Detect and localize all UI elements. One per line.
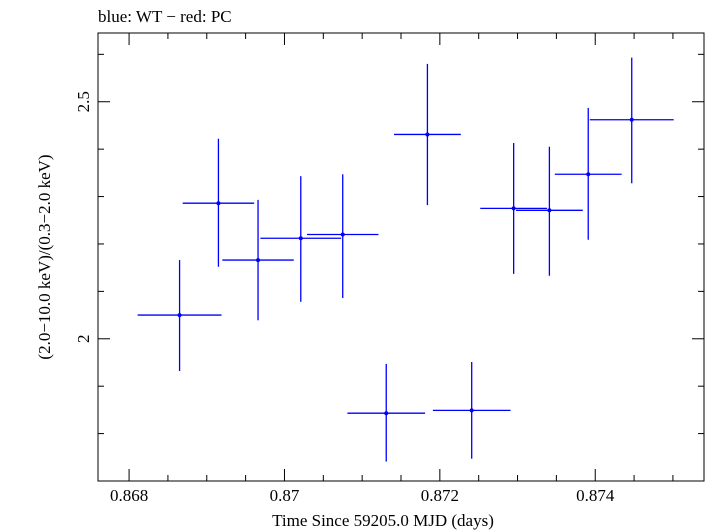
point-marker (384, 411, 389, 416)
y-tick-labels: 22.5 (74, 91, 93, 343)
y-tick-label: 2.5 (74, 91, 93, 112)
point-marker (298, 236, 303, 241)
point-marker (629, 117, 634, 122)
point-marker (586, 172, 591, 177)
data-point (222, 199, 294, 321)
data-point (137, 260, 222, 372)
data-point (589, 57, 674, 184)
data-point (260, 176, 342, 302)
x-tick-labels: 0.868 0.87 0.872 0.874 (110, 486, 615, 505)
data-point (306, 174, 379, 299)
point-marker (256, 258, 261, 263)
data-point (432, 362, 511, 459)
point-marker (547, 208, 552, 213)
point-marker (511, 206, 516, 211)
data-point (515, 146, 583, 276)
data-points (137, 57, 674, 462)
point-marker (469, 408, 474, 413)
y-tick-label: 2 (74, 335, 93, 344)
point-marker (177, 313, 182, 318)
x-tick-label: 0.874 (576, 486, 615, 505)
data-point (347, 363, 426, 462)
point-marker (216, 201, 221, 206)
y-axis-label: (2.0−10.0 keV)/(0.3−2.0 keV) (35, 154, 54, 359)
x-axis-label: Time Since 59205.0 MJD (days) (272, 511, 494, 530)
x-tick-label: 0.872 (421, 486, 459, 505)
data-point (182, 138, 255, 267)
data-point (480, 142, 548, 274)
x-tick-label: 0.87 (270, 486, 300, 505)
axis-ticks (98, 33, 704, 482)
point-marker (340, 232, 345, 237)
chart-title: blue: WT − red: PC (98, 7, 232, 26)
data-point (394, 63, 461, 206)
point-marker (425, 132, 430, 137)
x-tick-label: 0.868 (110, 486, 148, 505)
data-point (554, 107, 622, 240)
